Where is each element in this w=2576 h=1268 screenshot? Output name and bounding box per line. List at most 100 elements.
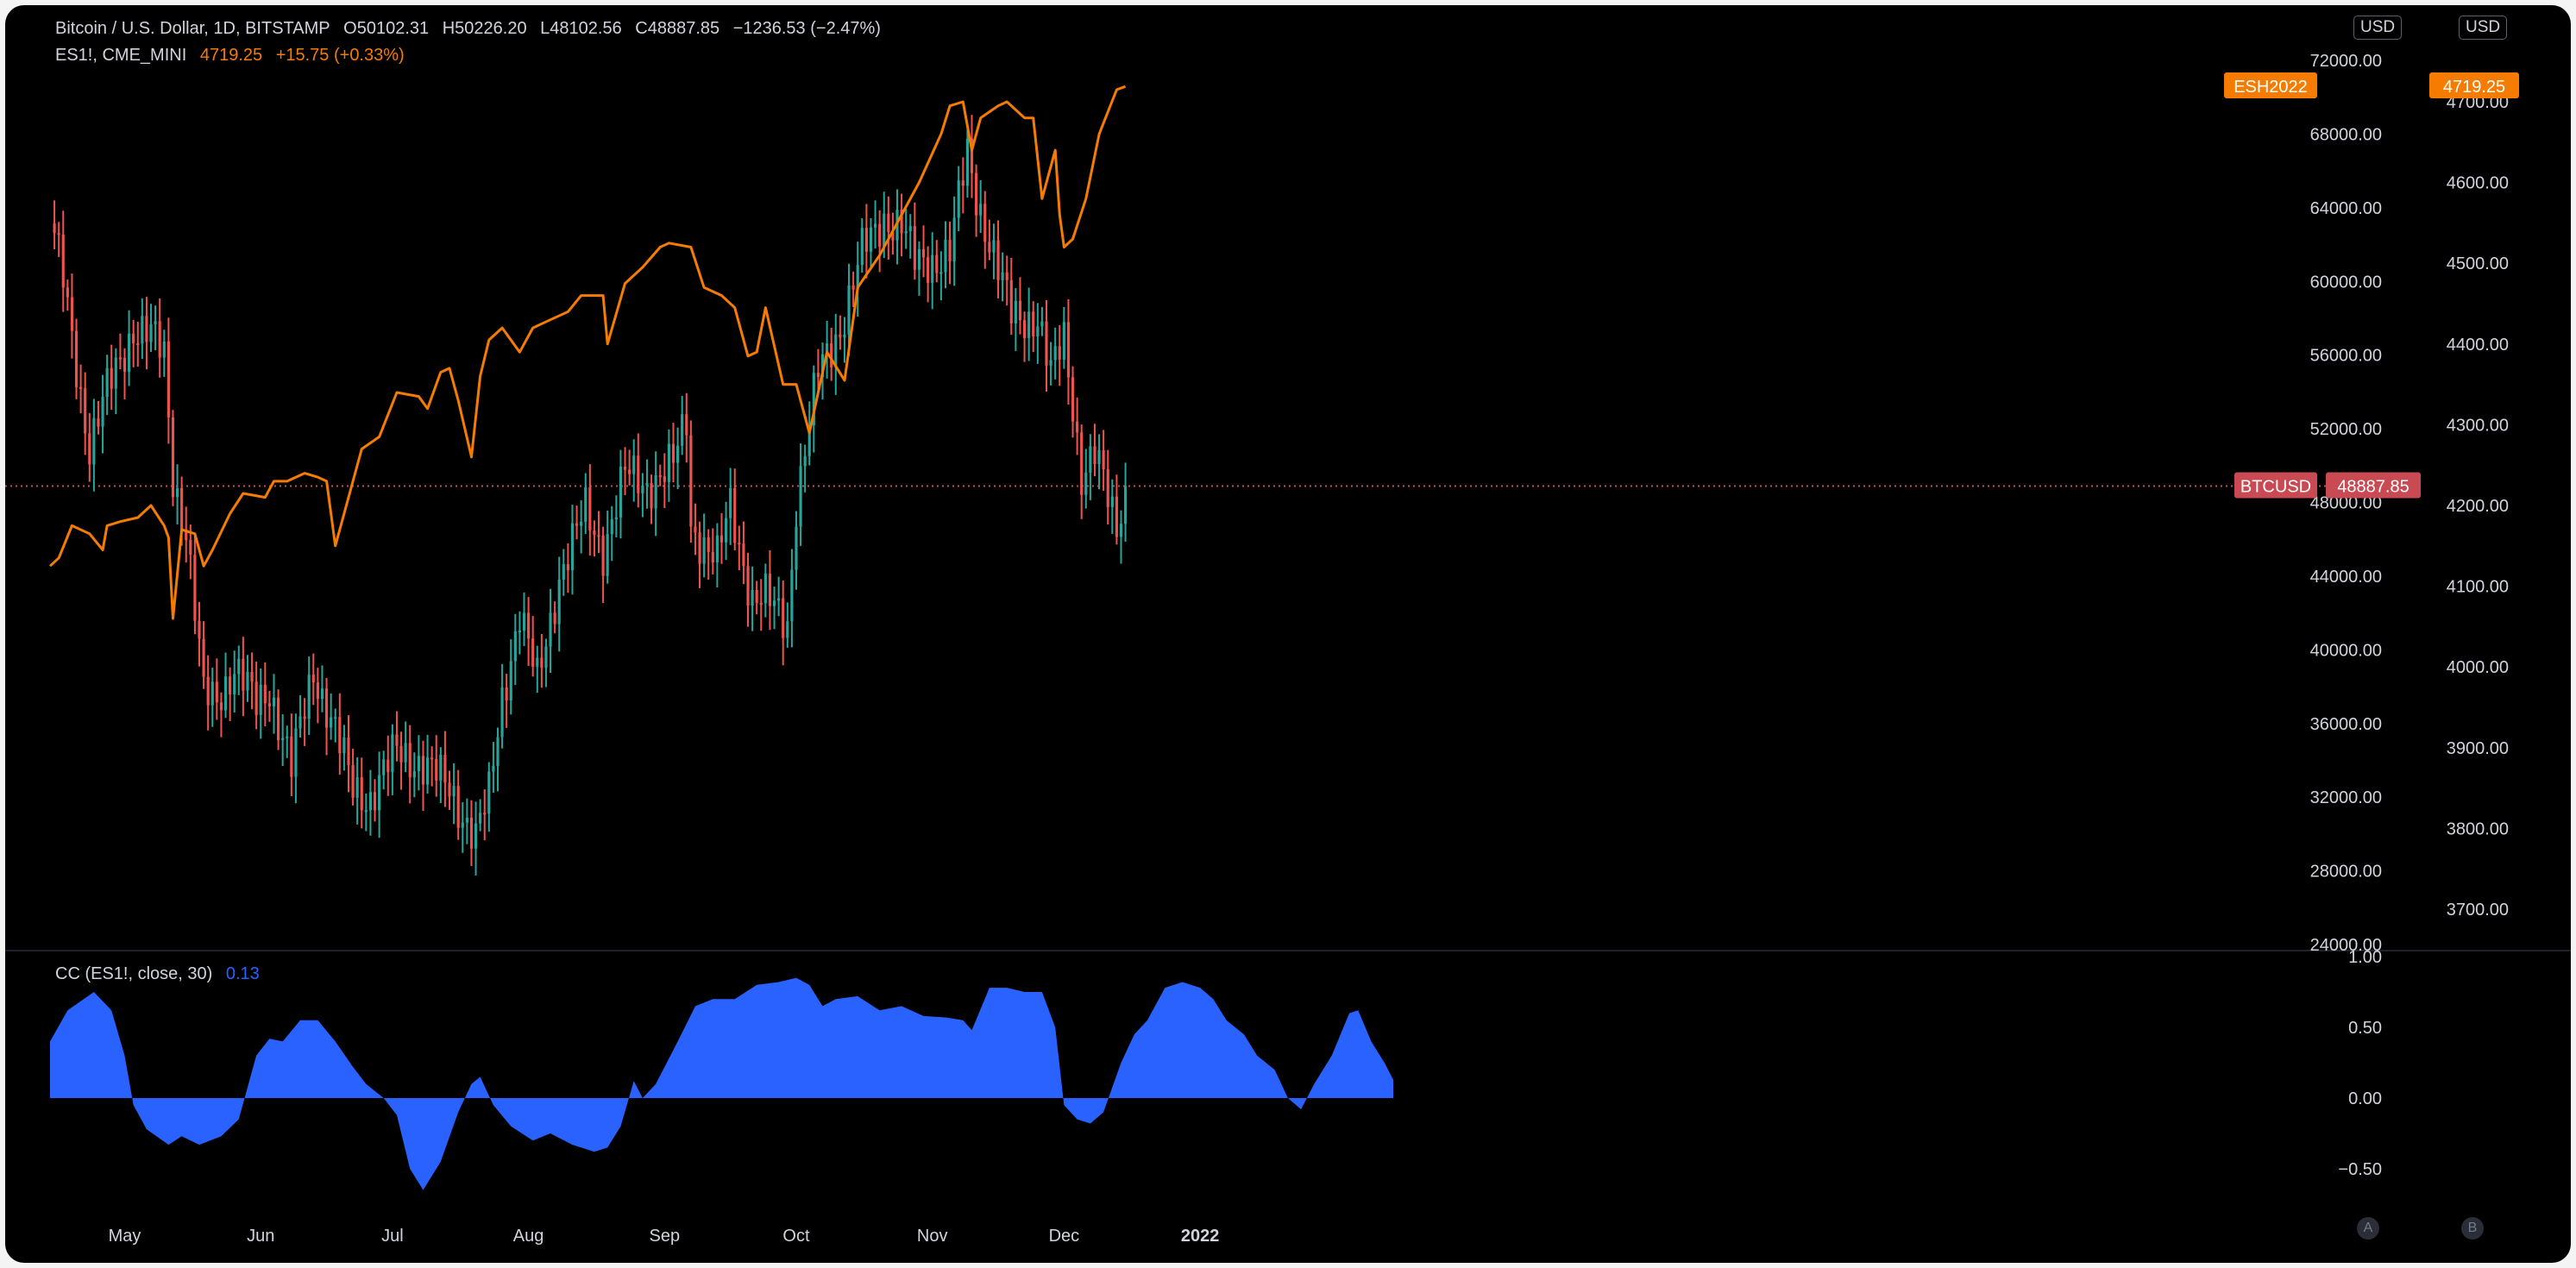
candle-body[interactable] xyxy=(1066,322,1071,378)
candle-body[interactable] xyxy=(53,223,56,234)
candle-body[interactable] xyxy=(975,173,978,216)
es-line[interactable] xyxy=(48,85,1127,620)
candle-body[interactable] xyxy=(61,234,65,288)
candle-body[interactable] xyxy=(755,590,758,604)
candle-body[interactable] xyxy=(983,204,987,242)
candle-body[interactable] xyxy=(921,248,926,258)
indicator-title[interactable]: CC (ES1!, close, 30) xyxy=(55,964,213,983)
candle-body[interactable] xyxy=(1005,272,1008,280)
candle-body[interactable] xyxy=(1049,360,1052,366)
candle-body[interactable] xyxy=(79,386,83,389)
candle-body[interactable] xyxy=(360,777,363,811)
candle-body[interactable] xyxy=(84,388,87,434)
candle-body[interactable] xyxy=(795,526,798,570)
candle-body[interactable] xyxy=(883,213,886,247)
candle-body[interactable] xyxy=(961,180,964,186)
candle-body[interactable] xyxy=(908,226,912,232)
candle-body[interactable] xyxy=(123,358,127,373)
candle-body[interactable] xyxy=(619,467,623,518)
candle-body[interactable] xyxy=(479,813,482,824)
candle-body[interactable] xyxy=(851,285,855,290)
candle-body[interactable] xyxy=(145,316,148,342)
candle-body[interactable] xyxy=(742,543,745,567)
candle-body[interactable] xyxy=(935,254,939,273)
candle-body[interactable] xyxy=(171,417,175,498)
candle-body[interactable] xyxy=(733,487,737,543)
candle-body[interactable] xyxy=(891,232,895,241)
candle-body[interactable] xyxy=(233,674,236,694)
candle-body[interactable] xyxy=(347,737,350,766)
candle-body[interactable] xyxy=(66,287,69,298)
candle-body[interactable] xyxy=(250,671,254,682)
candle-body[interactable] xyxy=(97,417,100,427)
candle-body[interactable] xyxy=(254,681,258,715)
candle-body[interactable] xyxy=(496,737,499,766)
candle-body[interactable] xyxy=(189,540,192,556)
candle-body[interactable] xyxy=(847,285,851,335)
candle-body[interactable] xyxy=(351,765,355,798)
candle-body[interactable] xyxy=(286,736,289,738)
candle-body[interactable] xyxy=(724,518,728,543)
candle-body[interactable] xyxy=(996,240,1000,280)
candle-body[interactable] xyxy=(536,657,539,667)
candle-body[interactable] xyxy=(839,334,842,338)
candle-body[interactable] xyxy=(707,537,710,552)
candle-body[interactable] xyxy=(632,455,636,474)
candle-body[interactable] xyxy=(1045,321,1048,366)
candle-body[interactable] xyxy=(807,424,811,456)
candle-body[interactable] xyxy=(448,782,451,797)
candle-body[interactable] xyxy=(149,323,153,342)
candle-body[interactable] xyxy=(492,765,495,772)
candle-body[interactable] xyxy=(1001,272,1004,280)
candle-body[interactable] xyxy=(689,435,693,527)
candle-body[interactable] xyxy=(878,223,882,247)
candle-body[interactable] xyxy=(927,257,930,283)
symbol-title[interactable]: Bitcoin / U.S. Dollar, 1D, BITSTAMP xyxy=(55,19,330,38)
candle-body[interactable] xyxy=(465,817,468,823)
candle-body[interactable] xyxy=(628,469,631,474)
currency-button-right[interactable]: USD xyxy=(2459,16,2508,40)
candle-body[interactable] xyxy=(469,817,474,849)
candle-body[interactable] xyxy=(1009,279,1013,323)
candle-body[interactable] xyxy=(711,551,714,562)
candle-body[interactable] xyxy=(88,433,91,465)
candle-body[interactable] xyxy=(210,681,214,706)
candle-body[interactable] xyxy=(751,590,754,606)
candle-body[interactable] xyxy=(368,792,373,811)
candle-body[interactable] xyxy=(158,321,161,358)
candle-body[interactable] xyxy=(166,341,170,417)
candle-body[interactable] xyxy=(588,486,592,531)
candle-body[interactable] xyxy=(242,658,245,691)
candle-body[interactable] xyxy=(715,535,719,562)
candle-body[interactable] xyxy=(303,716,306,719)
correlation-area[interactable] xyxy=(50,977,1393,1190)
candle-body[interactable] xyxy=(671,443,675,463)
candle-body[interactable] xyxy=(1027,311,1031,338)
candle-body[interactable] xyxy=(364,810,368,813)
candle-body[interactable] xyxy=(816,373,820,378)
candle-body[interactable] xyxy=(864,228,868,252)
candle-body[interactable] xyxy=(948,239,952,262)
candle-body[interactable] xyxy=(1018,300,1022,321)
candle-body[interactable] xyxy=(531,638,535,667)
candle-body[interactable] xyxy=(939,272,943,274)
candle-body[interactable] xyxy=(887,213,890,233)
candle-body[interactable] xyxy=(92,417,96,465)
candle-body[interactable] xyxy=(834,334,838,367)
candle-body[interactable] xyxy=(505,687,508,700)
auto-scale-button[interactable]: A xyxy=(2357,1217,2379,1240)
candle-body[interactable] xyxy=(430,757,434,760)
candle-body[interactable] xyxy=(820,354,825,378)
candle-body[interactable] xyxy=(719,535,724,543)
candle-body[interactable] xyxy=(580,521,583,526)
candle-body[interactable] xyxy=(979,204,983,216)
candle-body[interactable] xyxy=(1106,469,1109,507)
candle-body[interactable] xyxy=(277,697,280,740)
candle-body[interactable] xyxy=(952,217,956,262)
candle-body[interactable] xyxy=(324,688,329,728)
candle-body[interactable] xyxy=(338,717,342,754)
candle-body[interactable] xyxy=(610,518,613,535)
candle-body[interactable] xyxy=(382,759,386,775)
candle-body[interactable] xyxy=(759,603,763,606)
candle-body[interactable] xyxy=(1014,300,1017,323)
